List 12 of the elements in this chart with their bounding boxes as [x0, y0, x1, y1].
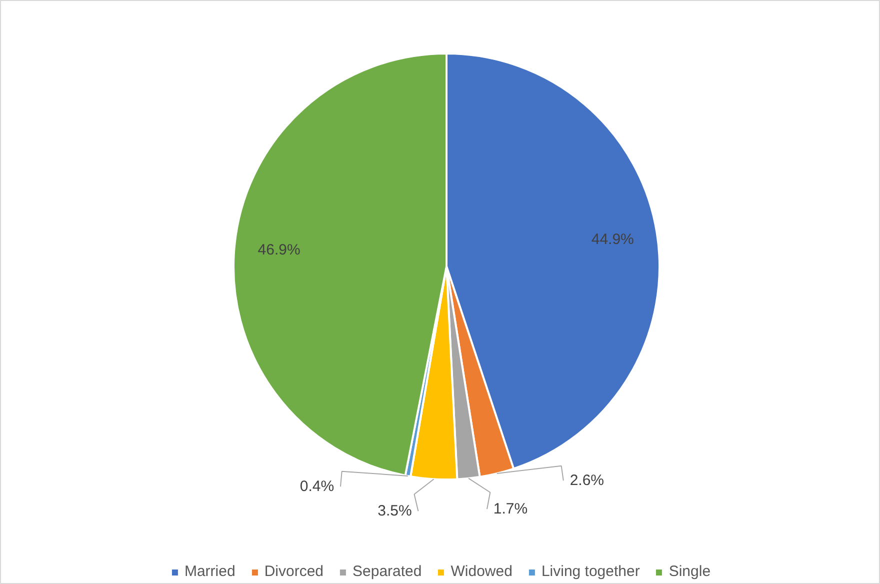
legend-label: Separated — [352, 563, 422, 580]
legend-label: Divorced — [264, 563, 324, 580]
legend-label: Married — [184, 563, 236, 580]
data-label: 0.4% — [300, 478, 334, 496]
data-label: 2.6% — [570, 472, 604, 490]
data-label: 3.5% — [378, 502, 412, 520]
data-label: 46.9% — [258, 242, 300, 259]
legend-label: Living together — [541, 563, 640, 580]
legend-label: Widowed — [450, 563, 512, 580]
data-label: 1.7% — [493, 500, 528, 518]
legend-label: Single — [668, 563, 711, 580]
data-label: 44.9% — [591, 231, 634, 248]
